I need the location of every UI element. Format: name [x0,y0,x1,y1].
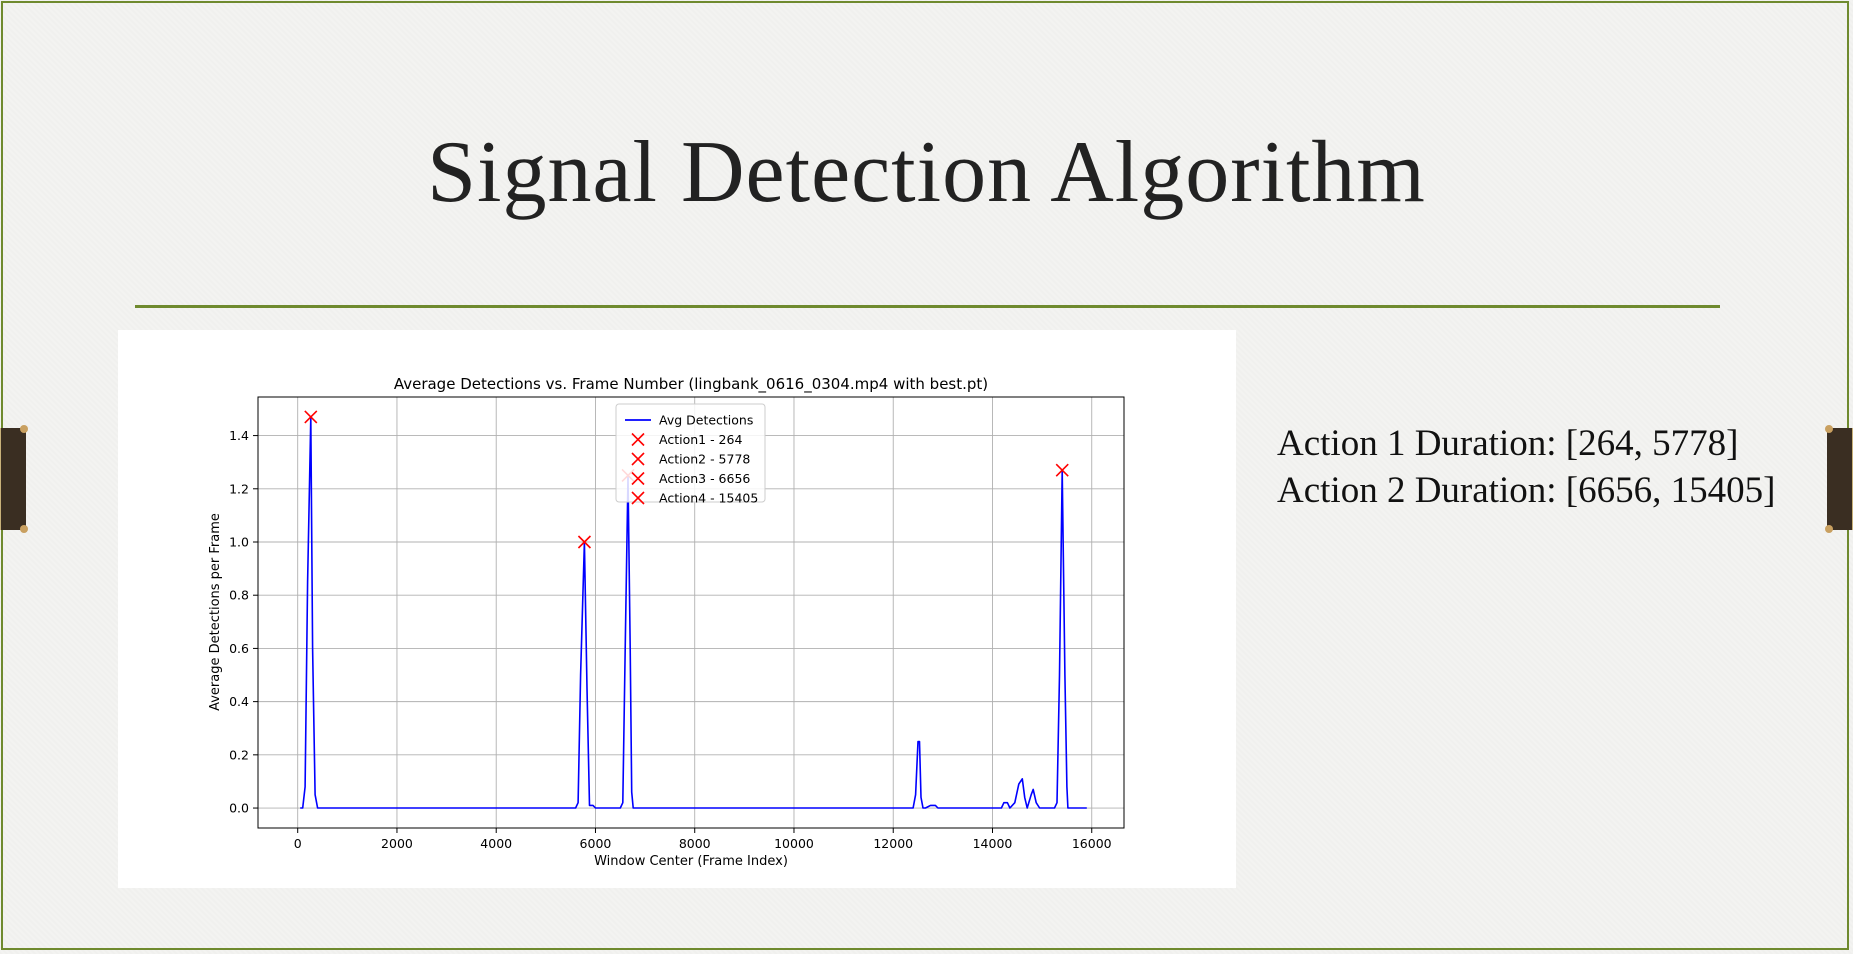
x-tick-label: 4000 [480,836,512,851]
x-axis-label: Window Center (Frame Index) [594,854,788,869]
action-marker-1 [304,410,318,424]
tab-knob [1825,525,1833,533]
marker-stroke [1055,463,1069,477]
chart-image: 0 2000 4000 6000 8000 10000 12000 14000 16000 0.0… [118,330,1236,888]
tab-knob [20,525,28,533]
right-edge-tab [1825,425,1853,533]
x-tick-label: 10000 [774,836,814,851]
chart-title: Average Detections vs. Frame Number (lin… [394,375,988,394]
legend-box [615,403,766,503]
legend-entry-label: Action1 - 264 [659,432,742,447]
x-tick-label: 2000 [381,836,413,851]
x-tick-label: 0 [294,836,302,851]
x-tick-label: 16000 [1072,836,1112,851]
y-tick-label: 0.4 [229,694,249,709]
action-marker-4 [1055,463,1069,477]
legend-marker-swatch [631,471,645,486]
legend-entry-label: Action2 - 5778 [659,452,750,467]
action-1-duration: Action 1 Duration: [264, 5778] [1277,423,1739,464]
y-tick-label: 0.0 [229,801,249,816]
y-tick-label: 1.2 [229,481,249,496]
marker-stroke [304,410,318,424]
action-marker-2 [577,535,592,549]
chart-svg: 0 2000 4000 6000 8000 10000 12000 14000 16000 0.0… [208,375,1125,869]
legend-entry-label: Avg Detections [659,413,753,428]
legend-entry-label: Action3 - 6656 [659,471,750,486]
x-tick-label: 8000 [679,836,711,851]
slide-title: Signal Detection Algorithm [427,124,1426,221]
legend-marker-swatch [631,432,645,447]
legend: Avg Detections Action1 - 264 Action2 - 577… [615,403,766,506]
series-line-avg-detections [300,416,1087,809]
legend-entry-label: Action4 - 15405 [659,491,758,506]
left-edge-tab [0,425,28,533]
x-tick-label: 12000 [873,836,913,851]
y-tick-label: 1.0 [229,534,249,549]
y-tick-label: 0.6 [229,641,249,656]
title-rule [135,305,1720,308]
y-tick-label: 0.2 [229,747,249,762]
y-axis-label: Average Detections per Frame [208,513,223,711]
y-tick-label: 0.8 [229,588,249,603]
x-tick-label: 14000 [973,836,1013,851]
action-2-duration: Action 2 Duration: [6656, 15405] [1277,470,1776,511]
tab-knob [20,425,28,433]
marker-stroke [577,535,592,549]
tab-knob [1825,425,1833,433]
plot-frame [257,396,1125,829]
durations-text: Action 1 Duration: [264, 5778] Action 2 … [1277,420,1837,514]
y-tick-label: 1.4 [229,428,249,443]
x-tick-label: 6000 [580,836,612,851]
legend-marker-swatch [631,491,645,505]
legend-marker-swatch [631,452,645,466]
